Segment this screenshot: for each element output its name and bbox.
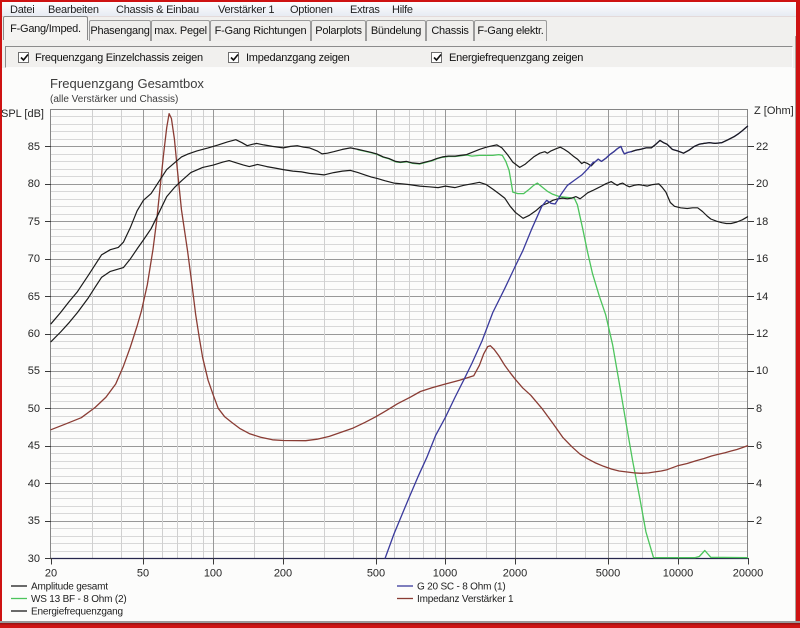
svg-text:22: 22 — [756, 141, 768, 153]
svg-text:Energiefrequenzgang: Energiefrequenzgang — [31, 607, 123, 618]
svg-text:8: 8 — [756, 403, 762, 415]
svg-text:45: 45 — [28, 440, 40, 452]
svg-text:(alle Verstärker und Chassis): (alle Verstärker und Chassis) — [50, 94, 178, 105]
svg-text:2000: 2000 — [503, 568, 527, 580]
svg-text:G 20 SC - 8 Ohm (1): G 20 SC - 8 Ohm (1) — [417, 582, 505, 593]
svg-text:50: 50 — [137, 568, 149, 580]
svg-text:SPL [dB]: SPL [dB] — [1, 108, 44, 120]
svg-text:20: 20 — [45, 568, 57, 580]
svg-text:12: 12 — [756, 328, 768, 340]
svg-text:2: 2 — [756, 515, 762, 527]
svg-text:40: 40 — [28, 478, 40, 490]
svg-text:Z [Ohm]: Z [Ohm] — [754, 105, 794, 117]
svg-text:30: 30 — [28, 553, 40, 565]
svg-text:5000: 5000 — [596, 568, 620, 580]
svg-text:60: 60 — [28, 328, 40, 340]
svg-text:80: 80 — [28, 178, 40, 190]
svg-text:14: 14 — [756, 291, 768, 303]
svg-text:35: 35 — [28, 515, 40, 527]
svg-text:20: 20 — [756, 178, 768, 190]
svg-text:10: 10 — [756, 365, 768, 377]
svg-text:18: 18 — [756, 216, 768, 228]
svg-text:85: 85 — [28, 141, 40, 153]
svg-text:500: 500 — [367, 568, 385, 580]
svg-text:6: 6 — [756, 440, 762, 452]
svg-text:20000: 20000 — [733, 568, 764, 580]
svg-text:4: 4 — [756, 478, 762, 490]
svg-text:50: 50 — [28, 403, 40, 415]
svg-text:1000: 1000 — [433, 568, 457, 580]
svg-text:Frequenzgang Gesamtbox: Frequenzgang Gesamtbox — [50, 76, 204, 91]
svg-text:16: 16 — [756, 253, 768, 265]
svg-text:Amplitude gesamt: Amplitude gesamt — [31, 582, 108, 593]
svg-text:WS 13 BF - 8 Ohm (2): WS 13 BF - 8 Ohm (2) — [31, 594, 126, 605]
svg-text:100: 100 — [204, 568, 222, 580]
svg-text:75: 75 — [28, 216, 40, 228]
svg-text:Impedanz Verstärker 1: Impedanz Verstärker 1 — [417, 594, 514, 605]
svg-text:200: 200 — [274, 568, 292, 580]
svg-text:10000: 10000 — [663, 568, 694, 580]
svg-text:70: 70 — [28, 253, 40, 265]
svg-text:65: 65 — [28, 291, 40, 303]
svg-text:55: 55 — [28, 365, 40, 377]
